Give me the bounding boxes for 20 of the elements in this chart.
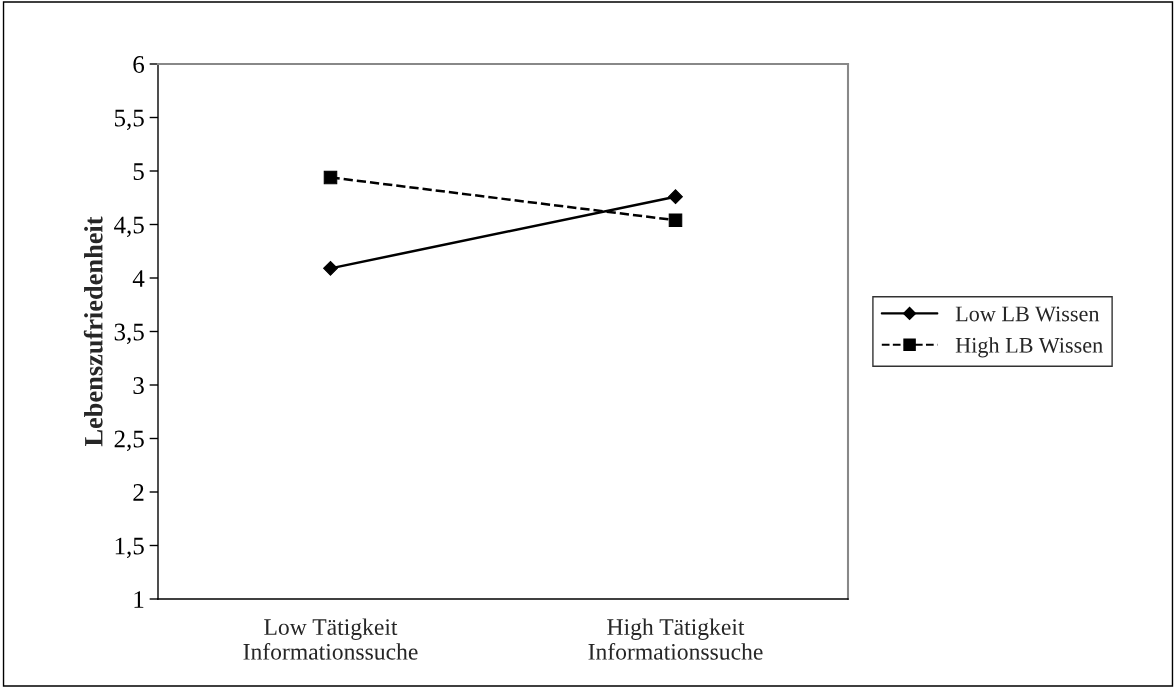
y-tick-label: 6: [133, 56, 145, 73]
y-tick-label: 1,5: [115, 537, 144, 559]
y-tick-label: 3: [133, 377, 144, 394]
y-tick-label: 3,5: [114, 323, 144, 345]
y-tick-label: 5,5: [115, 109, 144, 131]
y-tick-label: 2: [133, 484, 144, 501]
x-tick-label: High Tätigkeit Informationssuche: [588, 618, 763, 660]
y-tick-label: 1: [134, 591, 144, 608]
point: [668, 189, 683, 205]
y-tick-label: 2,5: [114, 430, 144, 452]
y-axis-title: Lebenszufriedenheit: [83, 216, 103, 447]
point: [323, 170, 338, 185]
legend-label: High LB Wissen: [955, 337, 1103, 358]
point: [323, 260, 338, 276]
point: [668, 213, 683, 227]
x-tick-label: Low Tätigkeit Informationssuche: [243, 618, 418, 660]
y-tick-label: 5: [133, 163, 144, 180]
legend-label: Low LB Wissen: [955, 306, 1100, 322]
y-tick-label: 4,5: [114, 216, 144, 238]
y-tick-label: 4: [132, 270, 145, 287]
